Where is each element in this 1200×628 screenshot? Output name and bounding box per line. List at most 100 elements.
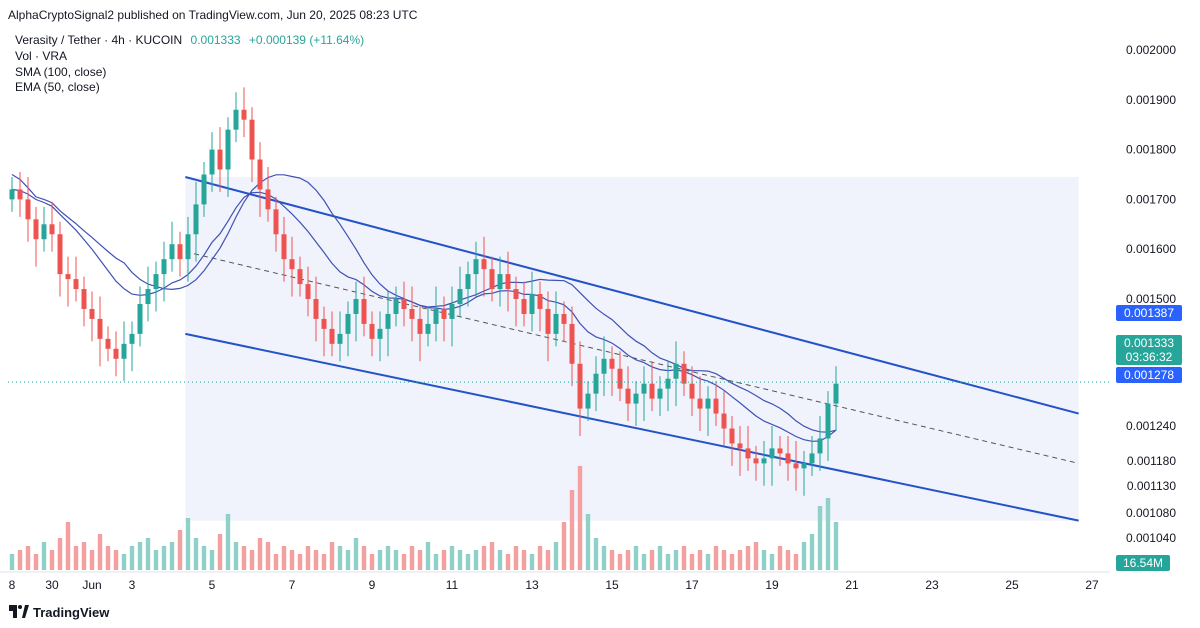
volume-bar	[737, 550, 743, 570]
volume-bar	[689, 554, 695, 570]
candle-body	[641, 383, 647, 394]
volume-bar	[169, 542, 175, 570]
volume-bar	[721, 550, 727, 570]
legend-symbol-name: Verasity / Tether · 4h · KUCOIN	[15, 33, 182, 47]
volume-bar	[369, 554, 375, 570]
candle-body	[313, 299, 319, 319]
candle-body	[233, 109, 239, 130]
candle-body	[305, 284, 311, 299]
legend-sma: SMA (100, close)	[15, 65, 106, 79]
volume-bar	[241, 546, 247, 570]
candle-body	[33, 219, 39, 240]
candle-body	[537, 294, 543, 309]
candle-body	[793, 463, 799, 469]
tradingview-brand[interactable]: TradingView	[9, 605, 110, 620]
time-tick-label: 30	[45, 578, 59, 592]
volume-bar	[817, 506, 823, 570]
candle-body	[145, 289, 151, 304]
candle-body	[297, 269, 303, 285]
price-tick-label: 0.001600	[1126, 242, 1176, 256]
time-tick-label: 9	[369, 578, 376, 592]
volume-bar	[289, 550, 295, 570]
volume-bar	[793, 554, 799, 570]
ema-price-value: 0.001278	[1124, 368, 1174, 382]
volume-bar	[137, 542, 143, 570]
candle-body	[553, 313, 559, 334]
time-axis[interactable]: 8 30 Jun 3 5 7 9 11 13 15 17 19 21 23 25 27	[0, 571, 1110, 592]
volume-bar	[201, 546, 207, 570]
candle-body	[441, 308, 447, 319]
tradingview-logo-icon	[9, 605, 29, 618]
volume-bar	[713, 546, 719, 570]
volume-bar	[593, 538, 599, 570]
candle-body	[9, 189, 15, 200]
price-tick-label: 0.001080	[1126, 506, 1176, 520]
volume-bar	[673, 550, 679, 570]
candle-body	[137, 303, 143, 334]
candle-body	[193, 204, 199, 235]
price-tick-label: 0.001800	[1126, 143, 1176, 157]
volume-bar	[33, 554, 39, 570]
volume-bar	[257, 538, 263, 570]
volume-bar	[497, 550, 503, 570]
volume-bar	[161, 546, 167, 570]
candle-body	[249, 119, 255, 160]
candle-body	[377, 328, 383, 339]
candle-body	[337, 333, 343, 344]
candle-body	[161, 259, 167, 275]
volume-bar	[529, 554, 535, 570]
candle-body	[601, 358, 607, 374]
candle-body	[177, 244, 183, 260]
volume-bar	[273, 554, 279, 570]
candle-body	[737, 443, 743, 449]
volume-bar	[361, 546, 367, 570]
volume-bar	[321, 554, 327, 570]
volume-bar	[305, 546, 311, 570]
volume-bar	[769, 554, 775, 570]
candle-body	[593, 373, 599, 394]
channel-shade	[185, 176, 1079, 521]
volume-bar	[761, 550, 767, 570]
volume-bar	[585, 514, 591, 570]
sma-price-badge: 0.001387	[1116, 305, 1182, 321]
chart-legend: Verasity / Tether · 4h · KUCOIN 0.001333…	[15, 33, 364, 94]
candle-body	[745, 448, 751, 459]
candle-body	[89, 308, 95, 319]
volume-bar	[449, 546, 455, 570]
time-tick-label: 5	[209, 578, 216, 592]
candle-body	[457, 289, 463, 304]
sma-price-value: 0.001387	[1124, 306, 1174, 320]
volume-bar	[825, 498, 831, 570]
volume-bar	[393, 550, 399, 570]
candle-body	[497, 274, 503, 290]
last-price-badge: 0.001333 03:36:32	[1116, 335, 1182, 365]
volume-bar	[193, 538, 199, 570]
candle-body	[785, 453, 791, 464]
candle-body	[257, 159, 263, 190]
candle-body	[273, 209, 279, 235]
candle-body	[729, 428, 735, 444]
candle-body	[97, 318, 103, 339]
candle-body	[345, 313, 351, 334]
volume-bar	[41, 542, 47, 570]
candle-body	[817, 438, 823, 454]
volume-bar	[489, 542, 495, 570]
volume-bar	[657, 546, 663, 570]
price-axis[interactable]: 0.002000 0.001900 0.001800 0.001700 0.001600…	[1126, 43, 1176, 545]
candle-body	[289, 259, 295, 270]
volume-bar	[233, 542, 239, 570]
time-tick-label: 15	[605, 578, 619, 592]
volume-bar	[777, 546, 783, 570]
price-tick-label: 0.001900	[1126, 93, 1176, 107]
candle-body	[417, 318, 423, 334]
ema-price-badge: 0.001278	[1116, 367, 1182, 383]
volume-bar	[185, 518, 191, 570]
volume-bar	[505, 554, 511, 570]
candle-body	[425, 323, 431, 334]
volume-bar	[345, 550, 351, 570]
legend-symbol: Verasity / Tether · 4h · KUCOIN 0.001333…	[15, 33, 364, 47]
volume-bar	[457, 550, 463, 570]
candle-body	[465, 274, 471, 290]
volume-bar	[249, 550, 255, 570]
